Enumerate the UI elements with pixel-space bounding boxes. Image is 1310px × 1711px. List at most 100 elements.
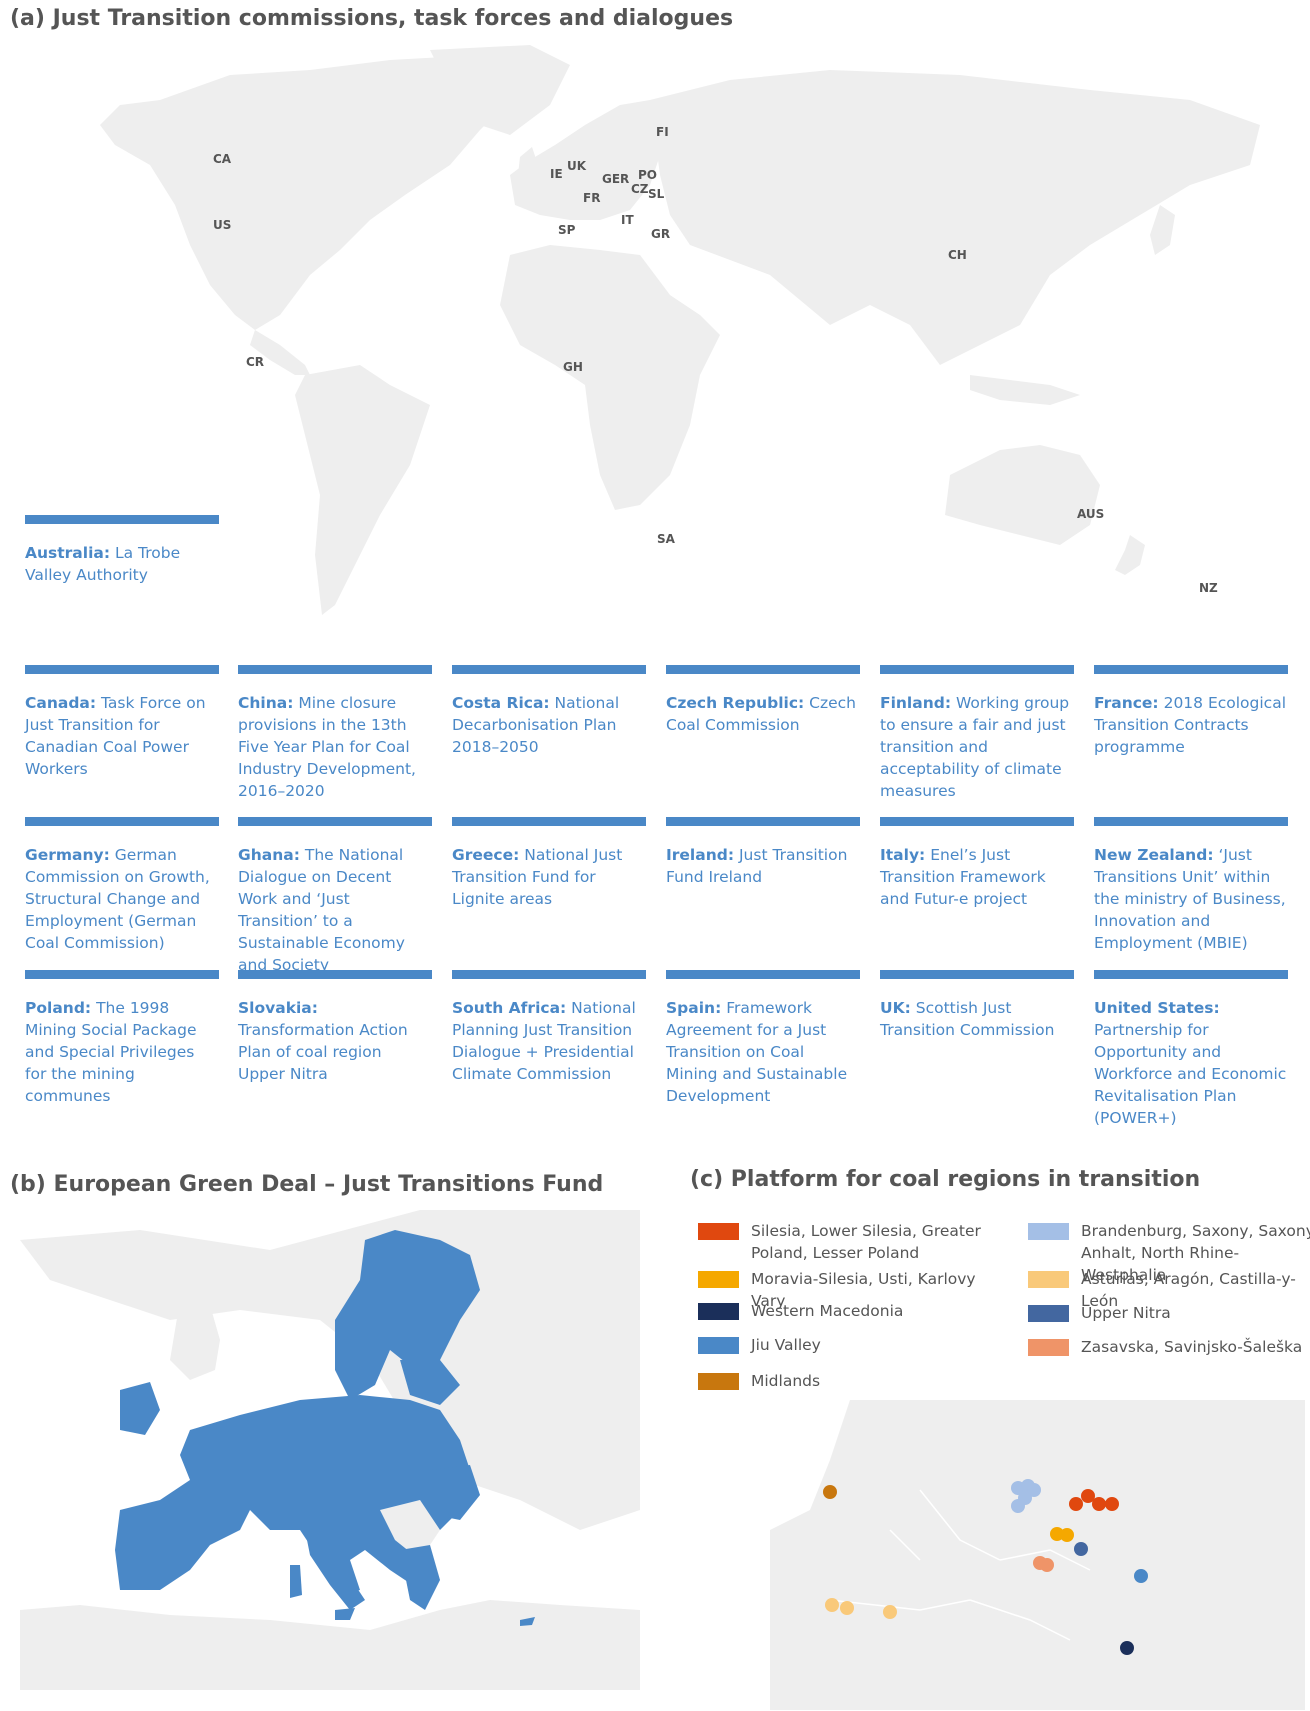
coal-region-dot <box>1092 1497 1106 1511</box>
panel-a-title: (a) Just Transition commissions, task fo… <box>10 6 734 31</box>
legend-item: Western Macedonia <box>698 1300 991 1322</box>
entry-bar <box>880 817 1074 826</box>
coal-map-land-north <box>770 1400 1305 1710</box>
entry-country: Ghana: <box>238 846 300 864</box>
entry-text: Czech Republic: Czech Coal Commission <box>666 692 860 736</box>
entry-country: Greece: <box>452 846 520 864</box>
coal-region-dot <box>1060 1528 1074 1542</box>
sardinia-eu <box>290 1565 302 1598</box>
country-code-nz: NZ <box>1199 581 1218 595</box>
entry-description: Scottish Just Transition Commission <box>880 999 1055 1039</box>
legend-label: Western Macedonia <box>751 1302 904 1320</box>
entry-france: France: 2018 Ecological Transition Contr… <box>1094 665 1288 758</box>
entry-description: Transformation Action Plan of coal regio… <box>238 1021 408 1083</box>
entry-text: France: 2018 Ecological Transition Contr… <box>1094 692 1288 758</box>
greenland-land <box>430 45 570 135</box>
entry-bar <box>25 817 219 826</box>
entry-bar <box>452 817 646 826</box>
entry-country: UK: <box>880 999 911 1017</box>
legend-label: Moravia-Silesia, Usti, Karlovy Vary <box>751 1270 976 1310</box>
asia-land <box>650 70 1260 365</box>
entry-text: Slovakia: Transformation Action Plan of … <box>238 997 432 1085</box>
entry-description: ‘Just Transitions Unit’ within the minis… <box>1094 846 1286 952</box>
legend-item: Zasavska, Savinjsko-Šaleška <box>1028 1336 1310 1358</box>
country-code-ie: IE <box>550 167 563 181</box>
country-code-us: US <box>213 218 232 232</box>
entry-bar <box>25 665 219 674</box>
coal-region-dot <box>840 1601 854 1615</box>
entry-text: Canada: Task Force on Just Transition fo… <box>25 692 219 780</box>
entry-text: United States: Partnership for Opportuni… <box>1094 997 1288 1129</box>
entry-country: Ireland: <box>666 846 735 864</box>
entry-country: New Zealand: <box>1094 846 1214 864</box>
europe-map <box>20 1210 640 1690</box>
entry-bar <box>1094 970 1288 979</box>
japan-land <box>1150 205 1175 255</box>
entry-australia: Australia: La Trobe Valley Authority <box>25 515 219 586</box>
entry-text: Ghana: The National Dialogue on Decent W… <box>238 844 432 976</box>
ireland-eu <box>120 1382 160 1435</box>
entry-country: South Africa: <box>452 999 567 1017</box>
legend-swatch <box>698 1373 739 1390</box>
world-map <box>100 45 1260 615</box>
country-code-it: IT <box>621 213 634 227</box>
legend-item: Moravia-Silesia, Usti, Karlovy Vary <box>698 1268 991 1312</box>
entry-text: New Zealand: ‘Just Transitions Unit’ wit… <box>1094 844 1288 954</box>
world-landmasses <box>100 45 1260 615</box>
entry-country: Costa Rica: <box>452 694 550 712</box>
uk-land <box>518 147 538 179</box>
entry-country: Australia: <box>25 544 111 562</box>
entry-text: Poland: The 1998 Mining Social Package a… <box>25 997 219 1107</box>
entry-description: Task Force on Just Transition for Canadi… <box>25 694 206 778</box>
legend-label: Zasavska, Savinjsko-Šaleška <box>1081 1338 1303 1356</box>
entry-country: Italy: <box>880 846 926 864</box>
entry-text: South Africa: National Planning Just Tra… <box>452 997 646 1085</box>
entry-bar <box>25 970 219 979</box>
coal-region-dot <box>1027 1483 1041 1497</box>
panel-c-title: (c) Platform for coal regions in transit… <box>690 1167 1201 1192</box>
legend-item: Asturias, Aragón, Castilla-y-León <box>1028 1268 1310 1312</box>
entry-text: China: Mine closure provisions in the 13… <box>238 692 432 802</box>
entry-text: Germany: German Commission on Growth, St… <box>25 844 219 954</box>
entry-bar <box>880 665 1074 674</box>
entry-canada: Canada: Task Force on Just Transition fo… <box>25 665 219 780</box>
entry-country: United States: <box>1094 999 1220 1017</box>
entry-bar <box>666 970 860 979</box>
coal-region-dot <box>1069 1497 1083 1511</box>
entry-text: Costa Rica: National Decarbonisation Pla… <box>452 692 646 758</box>
coal-region-dot <box>825 1598 839 1612</box>
country-code-gr: GR <box>651 227 671 241</box>
europe-land <box>510 100 670 220</box>
entry-costa-rica: Costa Rica: National Decarbonisation Pla… <box>452 665 646 758</box>
entry-bar <box>238 970 432 979</box>
entry-spain: Spain: Framework Agreement for a Just Tr… <box>666 970 860 1107</box>
non-eu-land <box>20 1210 640 1690</box>
legend-item: Upper Nitra <box>1028 1302 1310 1324</box>
country-code-sa: SA <box>657 532 675 546</box>
coal-regions-map <box>770 1400 1305 1710</box>
entry-country: China: <box>238 694 294 712</box>
country-code-fr: FR <box>583 191 601 205</box>
country-code-uk: UK <box>567 159 587 173</box>
entry-description: National Just Transition Fund for Lignit… <box>452 846 623 908</box>
entry-italy: Italy: Enel’s Just Transition Framework … <box>880 817 1074 910</box>
entry-text: UK: Scottish Just Transition Commission <box>880 997 1074 1041</box>
country-code-cz: CZ <box>631 182 649 196</box>
legend-item: Brandenburg, Saxony, Saxony Anhalt, Nort… <box>1028 1220 1310 1286</box>
entry-description: Partnership for Opportunity and Workforc… <box>1094 1021 1287 1127</box>
country-code-ger: GER <box>602 172 630 186</box>
entry-text: Italy: Enel’s Just Transition Framework … <box>880 844 1074 910</box>
entry-country: Czech Republic: <box>666 694 805 712</box>
indonesia-land <box>970 375 1080 405</box>
entry-description: 2018 Ecological Transition Contracts pro… <box>1094 694 1287 756</box>
entry-description: Enel’s Just Transition Framework and Fut… <box>880 846 1046 908</box>
country-code-po: PO <box>638 168 657 182</box>
entry-bar <box>25 515 219 524</box>
new-zealand-land <box>1115 535 1145 575</box>
coal-region-dots <box>823 1479 1148 1655</box>
entry-description: Mine closure provisions in the 13th Five… <box>238 694 416 800</box>
legend-swatch <box>698 1337 739 1354</box>
coal-region-dot <box>1134 1569 1148 1583</box>
entry-bar <box>1094 817 1288 826</box>
entry-bar <box>666 817 860 826</box>
